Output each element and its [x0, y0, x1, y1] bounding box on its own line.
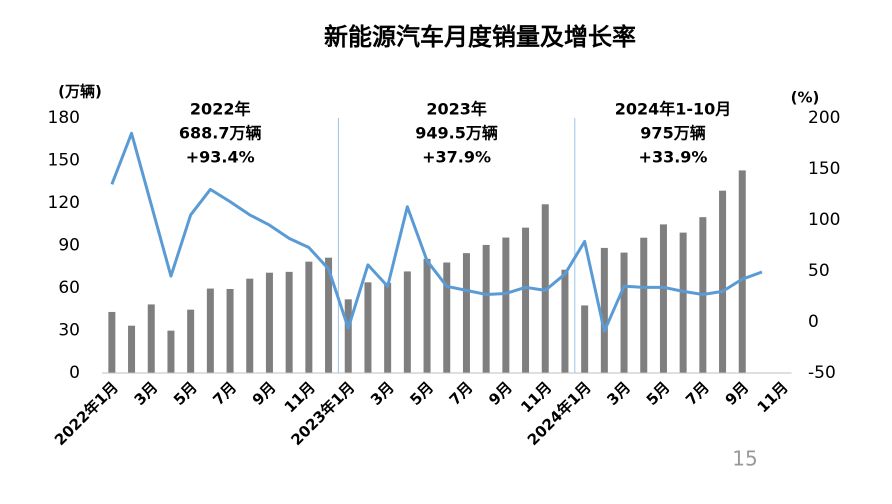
bar — [581, 305, 589, 373]
x-tick-label: 11月 — [754, 378, 792, 416]
y-tick-label: 150 — [48, 151, 80, 171]
bar — [285, 271, 293, 373]
bar — [423, 258, 431, 373]
y-tick-label: 90 — [58, 236, 80, 256]
bar — [462, 253, 470, 373]
x-tick-label: 3月 — [367, 378, 398, 409]
bar — [246, 278, 254, 373]
annotation: 2022年 — [190, 100, 251, 119]
bar — [265, 272, 273, 373]
bar — [620, 252, 628, 373]
bar — [147, 304, 155, 373]
bar — [325, 257, 333, 373]
annotation: +33.9% — [639, 148, 708, 167]
bar — [187, 309, 195, 373]
bar — [600, 247, 608, 373]
chart-title: 新能源汽车月度销量及增长率 — [324, 23, 636, 51]
x-tick-label: 5月 — [170, 378, 201, 409]
bar — [344, 299, 352, 373]
bar — [128, 325, 136, 373]
bar — [384, 282, 392, 373]
x-tick-label: 5月 — [643, 378, 674, 409]
x-tick-label: 9月 — [722, 378, 753, 409]
y-tick-label: 180 — [48, 108, 80, 128]
y-axis-label: (万辆) — [58, 83, 102, 101]
bar — [206, 288, 214, 373]
annotation: 2024年1-10月 — [615, 100, 732, 119]
bar — [659, 224, 667, 373]
annotation: 2023年 — [426, 100, 487, 119]
y-tick-label: 120 — [48, 193, 80, 213]
y-tick-label: 0 — [69, 363, 80, 383]
bar — [167, 330, 175, 373]
bar — [403, 271, 411, 373]
y-tick-label: 60 — [58, 278, 80, 298]
x-tick-label: 7月 — [446, 378, 477, 409]
annotation: +37.9% — [422, 148, 491, 167]
y2-tick-label: 0 — [808, 312, 819, 332]
bar — [738, 170, 746, 373]
x-tick-label: 3月 — [603, 378, 634, 409]
bar — [226, 288, 234, 373]
y2-axis-label: (%) — [791, 89, 820, 107]
bar — [364, 282, 372, 373]
annotation: 688.7万辆 — [179, 124, 262, 143]
bar — [502, 237, 510, 373]
bar — [522, 227, 530, 373]
x-tick-label: 5月 — [406, 378, 437, 409]
y2-tick-label: -50 — [808, 363, 836, 383]
x-tick-label: 3月 — [131, 378, 162, 409]
bar — [719, 190, 727, 373]
bar — [305, 261, 313, 373]
y2-tick-label: 200 — [808, 108, 840, 128]
annotation: 975万辆 — [640, 124, 705, 143]
bar — [640, 237, 648, 373]
y2-tick-label: 50 — [808, 261, 830, 281]
annotation: 949.5万辆 — [415, 124, 498, 143]
x-tick-label: 7月 — [682, 378, 713, 409]
x-tick-label: 2022年1月 — [51, 378, 122, 449]
bar — [561, 269, 569, 373]
y2-tick-label: 150 — [808, 159, 840, 179]
page-number: 15 — [732, 447, 757, 471]
y-tick-label: 30 — [58, 321, 80, 341]
bar — [679, 232, 687, 373]
bar — [443, 262, 451, 373]
annotation: +93.4% — [186, 148, 255, 167]
y2-tick-label: 100 — [808, 210, 840, 230]
x-tick-label: 9月 — [485, 378, 516, 409]
x-tick-label: 9月 — [249, 378, 280, 409]
bar — [108, 311, 116, 373]
x-tick-label: 7月 — [209, 378, 240, 409]
line — [110, 131, 763, 333]
bar — [482, 244, 490, 373]
